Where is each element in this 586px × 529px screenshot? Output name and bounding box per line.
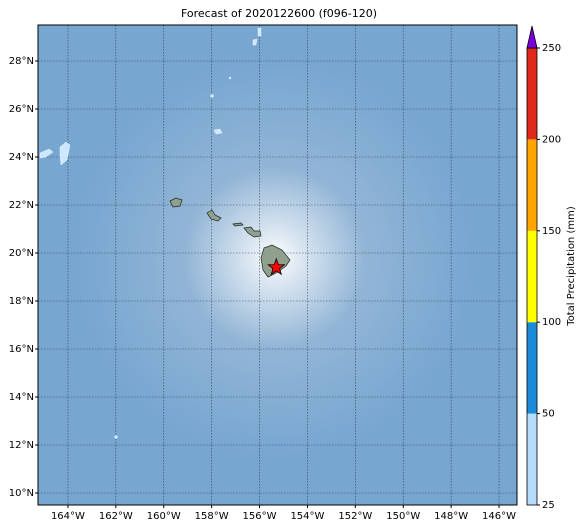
x-tick-label: 162°W <box>99 511 133 522</box>
reef <box>114 435 118 439</box>
map-title: Forecast of 2020122600 (f096-120) <box>181 7 377 20</box>
y-tick-label: 16°N <box>9 344 34 355</box>
y-tick-label: 12°N <box>9 440 34 451</box>
colorbar-segment <box>527 48 537 140</box>
colorbar-segment <box>527 139 537 231</box>
colorbar-segment <box>527 230 537 323</box>
map-frame <box>37 24 518 506</box>
colorbar-extend <box>526 25 538 49</box>
y-tick-label: 28°N <box>9 56 34 67</box>
colorbar-frame <box>526 47 538 506</box>
reef <box>228 76 232 80</box>
colorbar-tick-label: 25 <box>542 500 555 511</box>
y-tick-label: 10°N <box>9 488 34 499</box>
reef <box>210 94 214 98</box>
colorbar-tick-label: 200 <box>542 134 561 145</box>
island-kauai <box>169 197 183 208</box>
x-tick-label: 160°W <box>147 511 181 522</box>
x-tick-label: 158°W <box>195 511 229 522</box>
y-tick-label: 18°N <box>9 296 34 307</box>
island-oahu <box>206 209 222 222</box>
island-maui <box>243 226 262 238</box>
reef <box>252 27 262 46</box>
grid <box>38 25 517 505</box>
x-tick-label: 152°W <box>338 511 372 522</box>
y-tick-label: 14°N <box>9 392 34 403</box>
y-tick-label: 22°N <box>9 200 34 211</box>
colorbar-tick-label: 150 <box>542 226 561 237</box>
location-marker <box>267 257 286 276</box>
reef <box>213 128 223 135</box>
reef <box>59 141 71 166</box>
x-tick-label: 156°W <box>243 511 277 522</box>
x-tick-label: 148°W <box>434 511 468 522</box>
colorbar-tick-label: 100 <box>542 317 561 328</box>
y-tick-label: 26°N <box>9 104 34 115</box>
y-tick-label: 20°N <box>9 248 34 259</box>
island-molokai <box>232 222 244 227</box>
x-tick-label: 164°W <box>51 511 85 522</box>
x-tick-label: 150°W <box>386 511 420 522</box>
colorbar-label: Total Precipitation (mm) <box>566 206 577 327</box>
x-tick-label: 146°W <box>482 511 516 522</box>
y-tick-label: 24°N <box>9 152 34 163</box>
colorbar-tick-label: 250 <box>542 43 561 54</box>
colorbar-tick-label: 50 <box>542 409 555 420</box>
x-tick-label: 154°W <box>290 511 324 522</box>
colorbar-segment <box>527 413 537 505</box>
colorbar-segment <box>527 322 537 414</box>
reef <box>39 148 54 159</box>
